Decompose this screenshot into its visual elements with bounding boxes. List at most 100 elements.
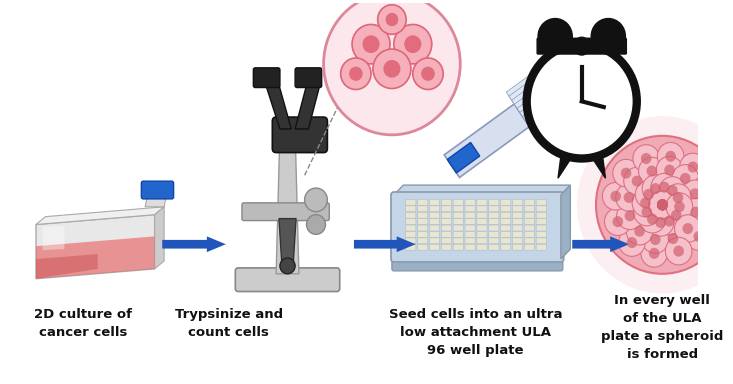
Circle shape [649,191,676,218]
FancyBboxPatch shape [524,244,534,250]
FancyBboxPatch shape [536,225,546,231]
Polygon shape [447,142,479,173]
FancyBboxPatch shape [489,199,499,205]
FancyBboxPatch shape [477,199,487,205]
FancyBboxPatch shape [524,238,534,244]
Polygon shape [145,193,167,207]
Circle shape [323,0,460,135]
Circle shape [682,199,709,226]
Circle shape [619,229,645,257]
Circle shape [649,191,676,218]
Circle shape [649,191,676,218]
Circle shape [577,116,733,293]
FancyBboxPatch shape [501,199,511,205]
Circle shape [663,202,690,229]
Circle shape [666,237,692,265]
Circle shape [616,202,644,230]
Circle shape [666,151,676,162]
FancyBboxPatch shape [430,199,440,205]
Polygon shape [515,84,553,122]
Polygon shape [36,215,155,279]
Circle shape [377,5,406,34]
Circle shape [667,185,678,196]
Circle shape [627,237,637,248]
Polygon shape [592,157,605,178]
Circle shape [605,208,631,235]
Circle shape [649,191,676,218]
Polygon shape [36,254,97,279]
Circle shape [639,205,666,233]
FancyBboxPatch shape [453,206,463,212]
Polygon shape [512,80,551,118]
Circle shape [649,191,676,218]
FancyBboxPatch shape [405,225,416,231]
Circle shape [616,184,642,211]
FancyBboxPatch shape [536,212,546,218]
Circle shape [657,199,668,210]
FancyBboxPatch shape [418,225,428,231]
Circle shape [341,58,371,89]
Circle shape [352,25,390,64]
FancyBboxPatch shape [524,199,534,205]
FancyBboxPatch shape [441,199,452,205]
FancyBboxPatch shape [477,218,487,225]
FancyBboxPatch shape [477,244,487,250]
Circle shape [613,216,623,227]
Circle shape [373,49,411,89]
Circle shape [657,199,668,210]
Circle shape [674,215,701,242]
FancyBboxPatch shape [524,232,534,237]
Polygon shape [561,185,570,259]
FancyBboxPatch shape [536,199,546,205]
Polygon shape [354,236,416,252]
FancyBboxPatch shape [441,218,452,225]
FancyBboxPatch shape [465,244,475,250]
FancyBboxPatch shape [512,225,523,231]
Circle shape [688,162,699,172]
FancyBboxPatch shape [418,218,428,225]
Circle shape [696,200,723,227]
Polygon shape [295,82,321,129]
Polygon shape [509,76,548,114]
FancyBboxPatch shape [465,225,475,231]
FancyBboxPatch shape [501,212,511,218]
Circle shape [636,180,662,208]
FancyBboxPatch shape [430,206,440,212]
Circle shape [624,167,650,195]
FancyBboxPatch shape [141,181,174,199]
FancyBboxPatch shape [465,218,475,225]
FancyBboxPatch shape [405,206,416,212]
Polygon shape [43,225,65,250]
FancyBboxPatch shape [536,218,546,225]
FancyBboxPatch shape [418,244,428,250]
Circle shape [421,67,435,81]
FancyBboxPatch shape [430,238,440,244]
FancyBboxPatch shape [405,199,416,205]
FancyBboxPatch shape [441,232,452,237]
Text: Seed cells into an ultra
low attachment ULA
96 well plate: Seed cells into an ultra low attachment … [388,308,562,357]
FancyBboxPatch shape [453,199,463,205]
Text: 2D culture of
cancer cells: 2D culture of cancer cells [34,308,133,339]
Circle shape [657,199,668,210]
Circle shape [657,199,668,210]
FancyBboxPatch shape [489,206,499,212]
FancyBboxPatch shape [453,238,463,244]
Circle shape [650,234,660,245]
Circle shape [664,215,674,227]
FancyBboxPatch shape [254,68,280,88]
FancyBboxPatch shape [465,238,475,244]
FancyBboxPatch shape [512,232,523,237]
FancyBboxPatch shape [501,218,511,225]
Circle shape [650,183,660,194]
FancyBboxPatch shape [441,238,452,244]
Circle shape [655,217,666,228]
Circle shape [621,168,631,179]
Circle shape [649,191,676,218]
Circle shape [671,210,682,221]
FancyBboxPatch shape [501,225,511,231]
Circle shape [679,153,706,181]
FancyBboxPatch shape [501,232,511,237]
FancyBboxPatch shape [405,244,416,250]
FancyBboxPatch shape [512,218,523,225]
Polygon shape [36,207,164,225]
